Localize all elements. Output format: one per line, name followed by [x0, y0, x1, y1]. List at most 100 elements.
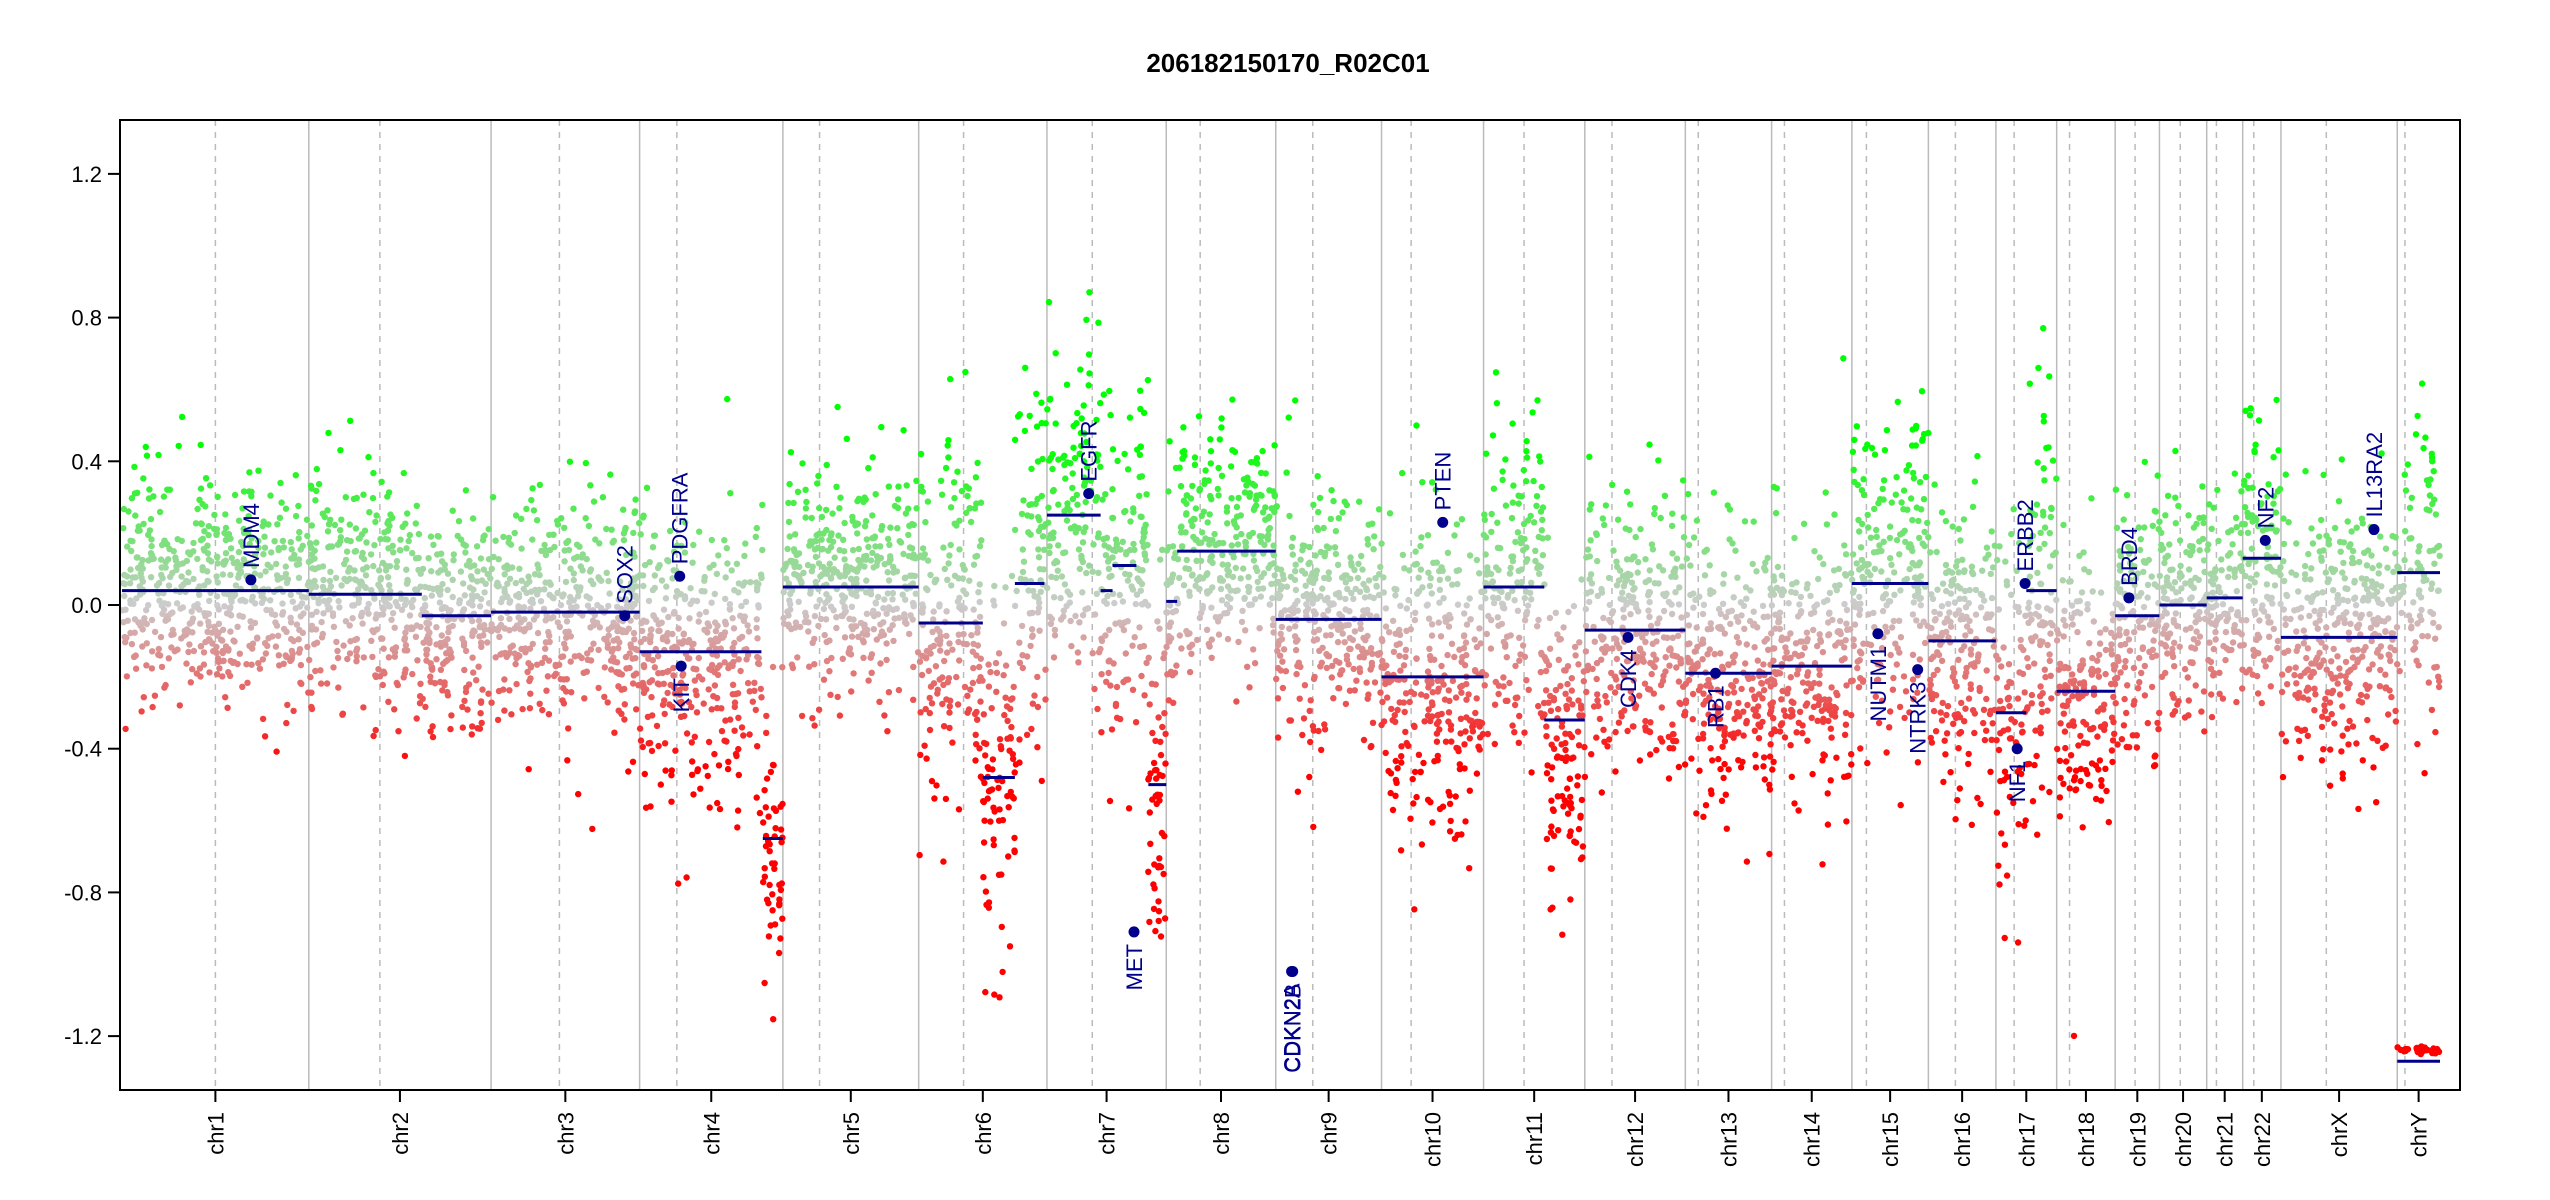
probe-point — [1219, 551, 1226, 559]
probe-point — [1002, 584, 1009, 591]
probe-point — [1307, 738, 1314, 746]
probe-point — [1134, 446, 1141, 453]
probe-point — [1842, 721, 1850, 728]
probe-point — [1466, 552, 1474, 559]
probe-point — [802, 613, 810, 620]
probe-point — [438, 632, 445, 639]
probe-point — [1548, 741, 1555, 748]
probe-point — [1233, 698, 1240, 705]
probe-point — [1606, 736, 1613, 743]
probe-point — [379, 559, 387, 567]
probe-point — [1851, 621, 1859, 628]
probe-point — [287, 591, 294, 599]
probe-point — [636, 725, 644, 732]
probe-point — [1047, 395, 1054, 403]
probe-point — [753, 579, 760, 586]
probe-point — [1466, 787, 1474, 794]
probe-point — [1633, 659, 1641, 666]
probe-point — [327, 516, 334, 523]
probe-point — [355, 586, 362, 593]
probe-point — [1730, 594, 1737, 601]
probe-point — [823, 657, 831, 665]
probe-point — [1232, 587, 1239, 595]
probe-point — [887, 556, 894, 563]
probe-point — [1312, 552, 1319, 559]
probe-point — [375, 567, 383, 574]
probe-point — [1324, 594, 1331, 602]
probe-point — [1424, 601, 1431, 608]
probe-point — [121, 592, 128, 600]
probe-point — [1429, 819, 1436, 826]
probe-point — [1066, 591, 1074, 598]
probe-point — [686, 655, 693, 662]
probe-point — [768, 860, 776, 867]
probe-point — [1334, 638, 1342, 646]
probe-point — [631, 508, 639, 515]
probe-point — [1241, 489, 1249, 496]
probe-point — [706, 804, 713, 811]
probe-point — [1916, 479, 1924, 486]
probe-point — [1803, 688, 1810, 695]
probe-point — [225, 647, 232, 654]
probe-point — [579, 567, 586, 574]
probe-point — [1817, 638, 1825, 645]
probe-point — [439, 580, 446, 588]
probe-point — [1106, 797, 1114, 805]
probe-point — [1461, 610, 1468, 617]
probe-point — [885, 483, 892, 490]
probe-point — [313, 539, 320, 546]
probe-point — [347, 537, 354, 545]
probe-point — [1457, 730, 1464, 737]
probe-point — [990, 841, 997, 849]
probe-point — [1310, 501, 1317, 508]
probe-point — [360, 555, 368, 563]
probe-point — [669, 703, 676, 711]
probe-point — [616, 578, 624, 585]
probe-point — [841, 634, 849, 641]
probe-point — [704, 772, 711, 780]
probe-point — [740, 732, 747, 739]
probe-point — [334, 541, 342, 548]
probe-point — [1292, 397, 1299, 404]
probe-point — [1826, 589, 1834, 597]
probe-point — [1360, 654, 1368, 661]
probe-point — [1156, 855, 1163, 862]
probe-point — [815, 622, 822, 630]
probe-point — [1482, 450, 1490, 457]
probe-point — [734, 807, 742, 814]
probe-point — [1004, 717, 1011, 725]
probe-point — [917, 450, 925, 458]
probe-point — [1292, 638, 1300, 645]
probe-point — [1702, 802, 1710, 809]
probe-point — [807, 590, 814, 597]
probe-point — [751, 687, 758, 694]
probe-point — [1760, 754, 1768, 761]
probe-point — [202, 613, 209, 620]
probe-point — [824, 597, 832, 604]
probe-point — [1445, 788, 1452, 796]
probe-point — [797, 623, 804, 631]
probe-point — [1694, 643, 1701, 650]
probe-point — [1062, 475, 1069, 482]
probe-point — [1693, 517, 1701, 524]
probe-point — [1347, 554, 1354, 561]
probe-point — [1255, 585, 1262, 592]
probe-point — [643, 618, 650, 625]
probe-point — [1606, 601, 1614, 609]
probe-point — [1678, 563, 1686, 570]
probe-point — [708, 706, 715, 713]
probe-point — [1254, 578, 1261, 586]
probe-point — [1458, 831, 1465, 838]
probe-point — [460, 541, 467, 548]
probe-point — [1811, 548, 1818, 555]
probe-point — [1021, 427, 1029, 435]
probe-point — [1112, 536, 1120, 543]
probe-point — [1516, 712, 1523, 720]
probe-point — [1516, 657, 1523, 664]
probe-point — [970, 606, 977, 613]
probe-point — [1242, 538, 1249, 546]
probe-point — [1483, 571, 1490, 578]
probe-point — [1565, 696, 1573, 703]
probe-point — [1179, 543, 1186, 550]
probe-point — [1336, 659, 1343, 666]
